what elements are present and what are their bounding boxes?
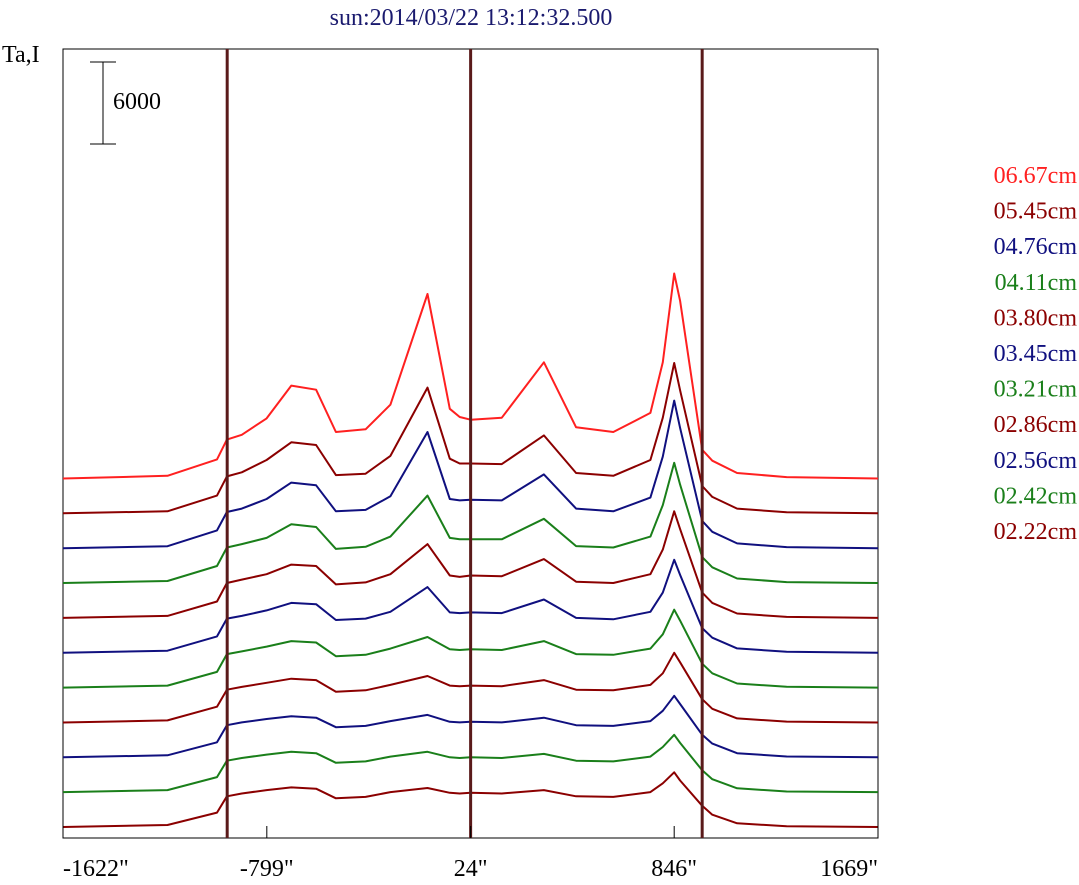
x-tick-label: 24" bbox=[454, 856, 488, 882]
series-line-03.45cm bbox=[62, 558, 879, 654]
legend-item-02.86cm: 02.86cm bbox=[994, 412, 1078, 438]
legend-item-03.21cm: 03.21cm bbox=[994, 377, 1078, 403]
legend-item-02.42cm: 02.42cm bbox=[994, 483, 1078, 509]
x-axis-ticks: -1622" -799" 24" 846" 1669" bbox=[62, 826, 879, 882]
y-axis-label: Ta,I bbox=[2, 42, 40, 68]
legend: 06.67cm 05.45cm 04.76cm 04.11cm 03.80cm 03.45… bbox=[994, 163, 1078, 545]
legend-item-02.56cm: 02.56cm bbox=[994, 448, 1078, 474]
x-tick-label: 846" bbox=[651, 856, 697, 882]
scale-bar-label: 6000 bbox=[113, 89, 161, 115]
series-line-02.86cm bbox=[62, 651, 879, 724]
limb-and-center-lines bbox=[225, 49, 704, 838]
series-line-06.67cm bbox=[62, 272, 879, 480]
series-line-02.56cm bbox=[62, 694, 879, 759]
legend-item-04.11cm: 04.11cm bbox=[995, 270, 1078, 296]
series-line-02.42cm bbox=[62, 733, 879, 794]
scale-bar: 6000 bbox=[90, 61, 161, 145]
x-tick-label: -799" bbox=[240, 856, 294, 882]
series-line-04.11cm bbox=[62, 461, 879, 584]
legend-item-04.76cm: 04.76cm bbox=[994, 234, 1078, 260]
legend-item-03.80cm: 03.80cm bbox=[994, 305, 1078, 331]
legend-item-06.67cm: 06.67cm bbox=[994, 163, 1078, 189]
legend-item-03.45cm: 03.45cm bbox=[994, 341, 1078, 367]
series-line-03.21cm bbox=[62, 608, 879, 689]
series-lines bbox=[62, 272, 879, 828]
x-tick-label: 1669" bbox=[820, 856, 878, 882]
x-tick-label: -1622" bbox=[63, 856, 129, 882]
series-line-04.76cm bbox=[62, 399, 879, 550]
series-line-05.45cm bbox=[62, 362, 879, 515]
series-line-03.80cm bbox=[62, 510, 879, 619]
series-line-02.22cm bbox=[62, 771, 879, 828]
legend-item-02.22cm: 02.22cm bbox=[994, 519, 1078, 545]
legend-item-05.45cm: 05.45cm bbox=[994, 199, 1078, 225]
chart-title: sun:2014/03/22 13:12:32.500 bbox=[330, 5, 613, 31]
